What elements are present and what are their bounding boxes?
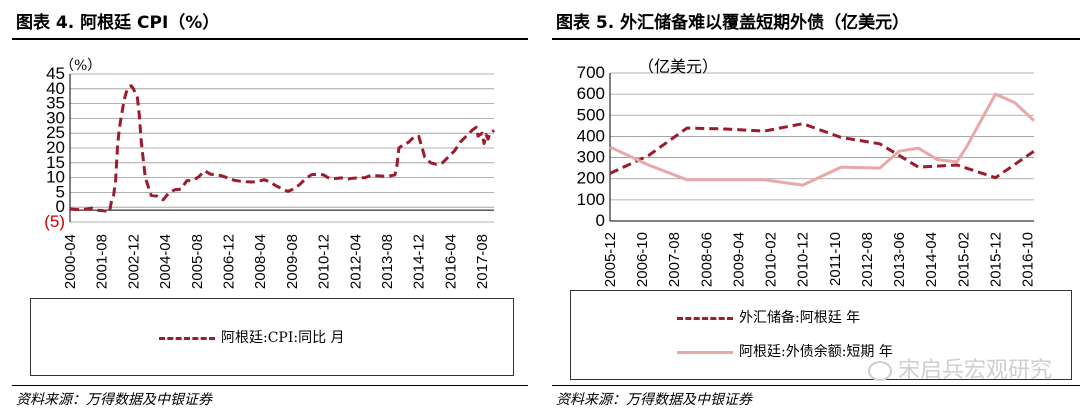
left-series-layer (69, 84, 496, 214)
right-source-note: 资料来源：万得数据及中银证券 (556, 392, 752, 408)
left-legend: 阿根廷:CPI:同比 月 (30, 298, 514, 376)
left-y-tick-label: 35 (46, 94, 65, 113)
left-y-tick-label: 30 (46, 108, 65, 127)
left-x-tick-label: 2016-04 (442, 234, 459, 289)
left-x-tick-label: 2009-08 (284, 234, 301, 289)
left-y-tick-label: 10 (46, 168, 65, 187)
right-title-rule (552, 38, 1080, 40)
right-y-unit-label: （亿美元） (638, 57, 718, 76)
right-chart-panel: 图表 5. 外汇储备难以覆盖短期外债（亿美元） 700 600 500 400 300 2… (548, 0, 1080, 412)
left-y-tick-label: 0 (56, 197, 65, 216)
left-y-tick-label: 40 (46, 79, 65, 98)
left-x-tick-label: 2017-08 (474, 234, 491, 289)
left-y-tick-label: 20 (46, 138, 65, 157)
left-x-tick-label: 2008-04 (252, 234, 269, 289)
right-x-tick-label: 2016-10 (1020, 232, 1037, 287)
right-series-line-0 (609, 122, 1035, 180)
wechat-icon (867, 361, 892, 381)
right-x-axis: 2005-12 2006-10 2007-08 2008-06 2009-04 2010-… (602, 220, 1037, 287)
left-y-tick-label: 25 (46, 123, 65, 142)
left-grid (70, 73, 494, 223)
watermark: 宋启兵宏观研究 (867, 352, 1052, 384)
right-x-tick-label: 2007-08 (666, 232, 683, 287)
right-x-tick-label: 2014-04 (923, 232, 940, 287)
left-y-tick-label: 45 (46, 64, 65, 83)
right-x-tick-label: 2008-06 (698, 232, 715, 287)
right-grid (610, 72, 1034, 222)
right-x-tick-label: 2006-10 (634, 232, 651, 287)
watermark-text: 宋启兵宏观研究 (897, 358, 1052, 383)
right-footer-rule (552, 385, 1080, 386)
right-y-tick-label: 500 (577, 105, 605, 124)
right-x-tick-label: 2010-12 (795, 232, 812, 287)
right-y-tick-label: 300 (577, 148, 605, 167)
left-legend-item-cpi: 阿根廷:CPI:同比 月 (159, 327, 345, 347)
right-y-tick-label: 700 (577, 63, 605, 82)
right-x-tick-label: 2015-12 (987, 232, 1004, 287)
right-legend-label-debt: 阿根廷:外债余额:短期 年 (739, 344, 893, 360)
right-y-tick-label: 600 (577, 84, 605, 103)
right-y-axis: 700 600 500 400 300 200 100 0 (577, 63, 611, 230)
left-chart-title: 图表 4. 阿根廷 CPI（%） (16, 13, 220, 33)
left-x-tick-label: 2000-04 (62, 234, 79, 289)
left-x-tick-label: 2006-12 (221, 234, 238, 289)
right-x-tick-label: 2009-04 (730, 232, 747, 287)
left-x-tick-label: 2012-04 (347, 234, 364, 289)
right-legend-label-reserves: 外汇储备:阿根廷 年 (739, 310, 861, 326)
right-legend-item-debt: 阿根廷:外债余额:短期 年 (677, 341, 893, 361)
right-legend-swatch-reserves (677, 316, 733, 320)
left-y-tick-label: (5) (44, 212, 65, 231)
left-x-tick-label: 2014-12 (411, 234, 428, 289)
left-x-tick-label: 2001-08 (94, 234, 111, 289)
right-legend-item-reserves: 外汇储备:阿根廷 年 (677, 307, 860, 327)
right-y-tick-label: 100 (577, 190, 605, 209)
left-x-tick-label: 2004-04 (157, 234, 174, 289)
right-x-tick-label: 2005-12 (602, 232, 619, 287)
left-x-tick-label: 2002-12 (125, 234, 142, 289)
left-x-tick-label: 2013-08 (379, 234, 396, 289)
right-y-tick-label: 200 (577, 169, 605, 188)
right-x-tick-label: 2013-06 (891, 232, 908, 287)
left-y-tick-label: 15 (46, 153, 65, 172)
left-footer-rule (12, 385, 528, 386)
right-x-tick-label: 2012-08 (859, 232, 876, 287)
left-x-tick-label: 2005-08 (189, 234, 206, 289)
right-x-tick-label: 2011-10 (827, 232, 844, 286)
left-series-line-0 (69, 84, 496, 214)
right-chart-title: 图表 5. 外汇储备难以覆盖短期外债（亿美元） (556, 13, 910, 33)
left-x-tick-label: 2010-12 (316, 234, 333, 289)
right-y-tick-label: 400 (577, 126, 605, 145)
right-legend-swatch-debt (677, 350, 733, 354)
right-x-tick-label: 2015-02 (955, 232, 972, 287)
right-x-tick-label: 2010-02 (763, 232, 780, 287)
left-legend-label: 阿根廷:CPI:同比 月 (221, 330, 345, 346)
left-legend-swatch (159, 336, 215, 340)
left-x-axis: 2000-04 2001-08 2002-12 2004-04 2005-08 2006-… (62, 209, 494, 289)
left-y-unit-label: （%） (60, 58, 101, 74)
right-series-line-1 (609, 92, 1036, 187)
right-y-tick-label: 0 (596, 211, 605, 230)
left-y-tick-label: 5 (56, 182, 65, 201)
left-chart-panel: 图表 4. 阿根廷 CPI（%） 45 40 35 30 25 20 15 10 5 0 (5) 2… (12, 13, 528, 408)
left-source-note: 资料来源：万得数据及中银证券 (16, 392, 212, 408)
right-legend: 外汇储备:阿根廷 年 阿根廷:外债余额:短期 年 (570, 290, 1072, 380)
left-title-rule (12, 38, 528, 40)
right-series-layer (609, 92, 1036, 187)
